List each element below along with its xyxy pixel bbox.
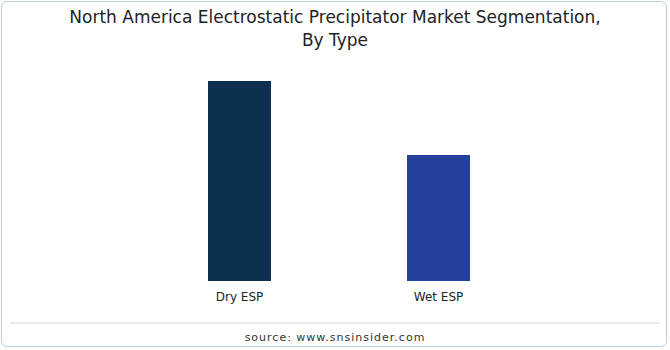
chart: Dry ESP Wet ESP source: www.snsinsider.com: [0, 0, 670, 350]
frame: [1, 1, 667, 347]
bar: [407, 155, 470, 281]
separator: [10, 323, 660, 324]
bar: [208, 81, 271, 281]
category-label: Wet ESP: [414, 290, 464, 304]
source: source: www.snsinsider.com: [245, 331, 426, 344]
bars: [208, 81, 470, 281]
title: North America Electrostatic Precipitator…: [0, 6, 670, 52]
category-label: Dry ESP: [216, 290, 264, 304]
